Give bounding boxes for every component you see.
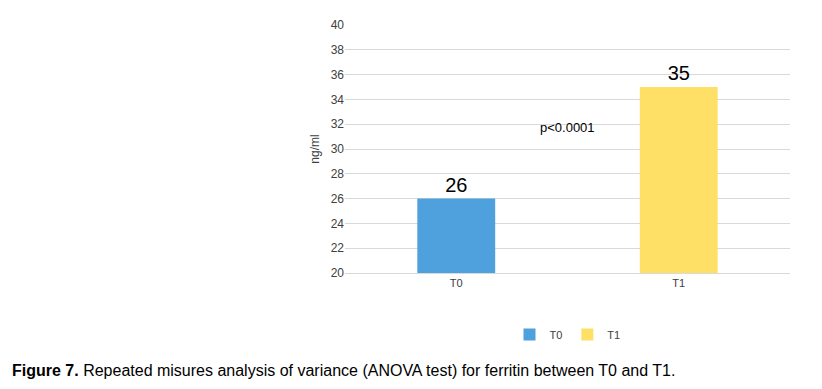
- svg-text:34: 34: [331, 93, 345, 107]
- svg-text:24: 24: [331, 217, 345, 231]
- svg-text:40: 40: [331, 18, 345, 32]
- html-text:Figure 7. Repeated misures ana: Figure 7. Repeated misures analysis of v…: [12, 362, 676, 379]
- svg-text:30: 30: [331, 142, 345, 156]
- svg-text:26: 26: [331, 192, 345, 206]
- svg-text:22: 22: [331, 241, 345, 255]
- svg-text:T1: T1: [607, 329, 620, 341]
- svg-text:ng/ml: ng/ml: [308, 134, 322, 163]
- svg-text:35: 35: [668, 62, 690, 84]
- svg-text:26: 26: [445, 174, 467, 196]
- svg-text:32: 32: [331, 117, 345, 131]
- svg-text:20: 20: [331, 266, 345, 280]
- svg-text:36: 36: [331, 68, 345, 82]
- svg-text:28: 28: [331, 167, 345, 181]
- svg-text:T1: T1: [672, 277, 685, 289]
- svg-text:p<0.0001: p<0.0001: [540, 120, 595, 135]
- svg-text:T0: T0: [450, 277, 463, 289]
- svg-text:T0: T0: [550, 329, 563, 341]
- svg-text:38: 38: [331, 43, 345, 57]
